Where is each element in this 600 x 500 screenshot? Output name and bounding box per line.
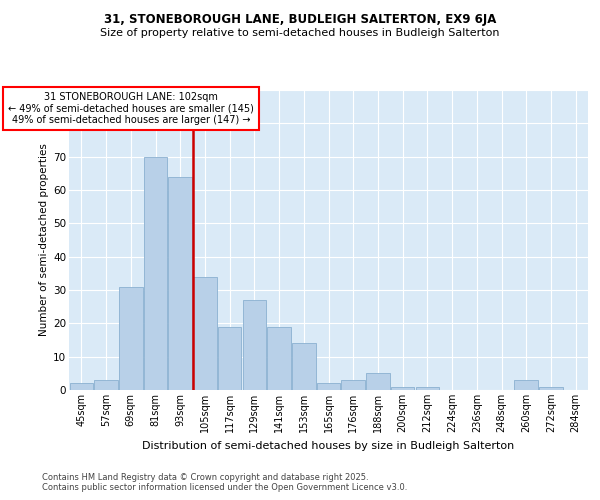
Bar <box>366 374 389 390</box>
Bar <box>218 326 241 390</box>
Text: Size of property relative to semi-detached houses in Budleigh Salterton: Size of property relative to semi-detach… <box>100 28 500 38</box>
Text: 31 STONEBOROUGH LANE: 102sqm
← 49% of semi-detached houses are smaller (145)
49%: 31 STONEBOROUGH LANE: 102sqm ← 49% of se… <box>8 92 254 125</box>
Bar <box>514 380 538 390</box>
Bar <box>391 386 415 390</box>
Bar <box>119 286 143 390</box>
Bar <box>317 384 340 390</box>
Bar <box>144 156 167 390</box>
Bar <box>242 300 266 390</box>
Bar <box>341 380 365 390</box>
Text: Contains HM Land Registry data © Crown copyright and database right 2025.
Contai: Contains HM Land Registry data © Crown c… <box>42 473 407 492</box>
Text: 31, STONEBOROUGH LANE, BUDLEIGH SALTERTON, EX9 6JA: 31, STONEBOROUGH LANE, BUDLEIGH SALTERTO… <box>104 12 496 26</box>
Bar <box>193 276 217 390</box>
X-axis label: Distribution of semi-detached houses by size in Budleigh Salterton: Distribution of semi-detached houses by … <box>142 440 515 450</box>
Bar <box>292 344 316 390</box>
Y-axis label: Number of semi-detached properties: Number of semi-detached properties <box>39 144 49 336</box>
Bar <box>70 384 93 390</box>
Bar <box>169 176 192 390</box>
Bar <box>268 326 291 390</box>
Bar <box>416 386 439 390</box>
Bar <box>94 380 118 390</box>
Bar <box>539 386 563 390</box>
